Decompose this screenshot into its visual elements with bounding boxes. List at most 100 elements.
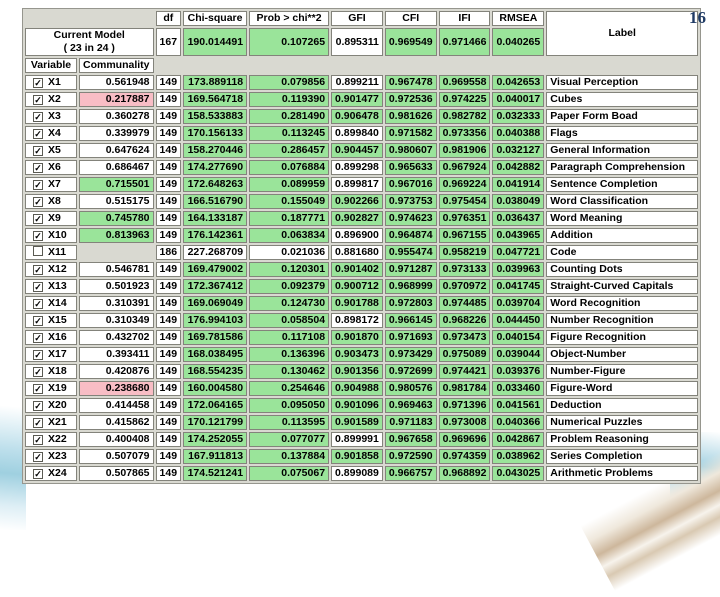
table-row: ✓ X12 0.546781 149 169.479002 0.120301 0.90140… xyxy=(25,262,699,277)
label-cell: Paper Form Boad xyxy=(546,109,699,124)
col-header-gfi: GFI xyxy=(331,11,383,26)
ifi-cell: 0.975454 xyxy=(438,194,491,209)
row-checkbox-checked-icon[interactable]: ✓ xyxy=(33,282,43,292)
row-checkbox-checked-icon[interactable]: ✓ xyxy=(33,384,43,394)
row-checkbox-checked-icon[interactable]: ✓ xyxy=(33,367,43,377)
row-checkbox-checked-icon[interactable]: ✓ xyxy=(33,231,43,241)
ifi-cell: 0.981784 xyxy=(438,381,491,396)
page-number: 16 xyxy=(689,8,706,27)
gfi-cell: 0.904988 xyxy=(331,381,383,396)
row-checkbox-checked-icon[interactable]: ✓ xyxy=(33,435,43,445)
label-cell: Word Classification xyxy=(546,194,699,209)
row-checkbox-checked-icon[interactable]: ✓ xyxy=(33,452,43,462)
cfi-cell: 0.964874 xyxy=(384,228,437,243)
variable-label: X15 xyxy=(48,314,67,326)
col-header-variable: Variable xyxy=(25,58,77,73)
variable-cell: ✓ X14 xyxy=(25,296,77,311)
table-body: ✓ X1 0.561948 149 173.889118 0.079856 0.899211… xyxy=(25,75,699,481)
row-checkbox-checked-icon[interactable]: ✓ xyxy=(33,265,43,275)
ifi-cell: 0.971396 xyxy=(438,398,491,413)
communality-cell: 0.745780 xyxy=(79,211,154,226)
table-row: ✓ X13 0.501923 149 172.367412 0.092379 0.90071… xyxy=(25,279,699,294)
rmsea-cell: 0.041914 xyxy=(492,177,545,192)
df-cell: 149 xyxy=(155,296,182,311)
prob-cell: 0.063834 xyxy=(249,228,330,243)
label-cell: Series Completion xyxy=(546,449,699,464)
prob-cell: 0.113595 xyxy=(249,415,330,430)
gfi-cell: 0.899211 xyxy=(331,75,383,90)
chi-square-cell: 174.277690 xyxy=(183,160,248,175)
row-checkbox-checked-icon[interactable]: ✓ xyxy=(33,316,43,326)
gfi-cell: 0.899817 xyxy=(331,177,383,192)
col-header-communality: Communality xyxy=(79,58,154,73)
row-checkbox-checked-icon[interactable]: ✓ xyxy=(33,418,43,428)
ifi-cell: 0.968892 xyxy=(438,466,491,481)
prob-cell: 0.130462 xyxy=(249,364,330,379)
cfi-cell: 0.955474 xyxy=(384,245,437,260)
cfi-cell: 0.967016 xyxy=(384,177,437,192)
row-checkbox-checked-icon[interactable]: ✓ xyxy=(33,197,43,207)
cfi-cell: 0.971287 xyxy=(384,262,437,277)
gfi-cell: 0.899991 xyxy=(331,432,383,447)
label-cell: Arithmetic Problems xyxy=(546,466,699,481)
label-cell: Figure Recognition xyxy=(546,330,699,345)
variable-cell: ✓ X15 xyxy=(25,313,77,328)
communality-cell: 0.507865 xyxy=(79,466,154,481)
rmsea-cell: 0.036437 xyxy=(492,211,545,226)
variable-label: X11 xyxy=(48,246,67,258)
row-checkbox-unchecked-icon[interactable] xyxy=(33,246,43,256)
row-checkbox-checked-icon[interactable]: ✓ xyxy=(33,95,43,105)
df-cell: 149 xyxy=(155,177,182,192)
row-checkbox-checked-icon[interactable]: ✓ xyxy=(33,112,43,122)
sub-header-row: Variable Communality xyxy=(25,58,698,73)
variable-cell: ✓ X7 xyxy=(25,177,77,192)
rmsea-cell: 0.040017 xyxy=(492,92,545,107)
communality-cell: 0.432702 xyxy=(79,330,154,345)
ifi-cell: 0.974225 xyxy=(438,92,491,107)
label-cell: Number-Figure xyxy=(546,364,699,379)
current-model-rmsea: 0.040265 xyxy=(492,28,545,56)
row-checkbox-checked-icon[interactable]: ✓ xyxy=(33,469,43,479)
chi-square-cell: 164.133187 xyxy=(183,211,248,226)
ifi-cell: 0.970972 xyxy=(438,279,491,294)
row-checkbox-checked-icon[interactable]: ✓ xyxy=(33,163,43,173)
ifi-cell: 0.974485 xyxy=(438,296,491,311)
communality-cell: 0.515175 xyxy=(79,194,154,209)
row-checkbox-checked-icon[interactable]: ✓ xyxy=(33,299,43,309)
ifi-cell: 0.973356 xyxy=(438,126,491,141)
label-cell: Cubes xyxy=(546,92,699,107)
df-cell: 149 xyxy=(155,347,182,362)
gfi-cell: 0.899298 xyxy=(331,160,383,175)
chi-square-cell: 173.889118 xyxy=(183,75,248,90)
rmsea-cell: 0.038049 xyxy=(492,194,545,209)
gfi-cell: 0.902827 xyxy=(331,211,383,226)
row-checkbox-checked-icon[interactable]: ✓ xyxy=(33,350,43,360)
current-model-df: 167 xyxy=(155,28,182,56)
row-checkbox-checked-icon[interactable]: ✓ xyxy=(33,180,43,190)
rmsea-cell: 0.042882 xyxy=(492,160,545,175)
row-checkbox-checked-icon[interactable]: ✓ xyxy=(33,129,43,139)
rmsea-cell: 0.041745 xyxy=(492,279,545,294)
gfi-cell: 0.900712 xyxy=(331,279,383,294)
ifi-cell: 0.974421 xyxy=(438,364,491,379)
variable-label: X5 xyxy=(48,144,61,156)
gfi-cell: 0.899840 xyxy=(331,126,383,141)
row-checkbox-checked-icon[interactable]: ✓ xyxy=(33,146,43,156)
prob-cell: 0.187771 xyxy=(249,211,330,226)
ifi-cell: 0.981906 xyxy=(438,143,491,158)
chi-square-cell: 176.142361 xyxy=(183,228,248,243)
chi-square-cell: 174.521241 xyxy=(183,466,248,481)
gfi-cell: 0.881680 xyxy=(331,245,383,260)
variable-label: X7 xyxy=(48,178,61,190)
prob-cell: 0.092379 xyxy=(249,279,330,294)
table-row: ✓ X15 0.310349 149 176.994103 0.058504 0.89817… xyxy=(25,313,699,328)
row-checkbox-checked-icon[interactable]: ✓ xyxy=(33,333,43,343)
df-cell: 149 xyxy=(155,364,182,379)
row-checkbox-checked-icon[interactable]: ✓ xyxy=(33,214,43,224)
row-checkbox-checked-icon[interactable]: ✓ xyxy=(33,78,43,88)
col-header-rmsea: RMSEA xyxy=(492,11,545,26)
table-row: ✓ X7 0.715501 149 172.648263 0.089959 0.899817… xyxy=(25,177,699,192)
row-checkbox-checked-icon[interactable]: ✓ xyxy=(33,401,43,411)
cfi-cell: 0.967478 xyxy=(384,75,437,90)
communality-cell: 0.715501 xyxy=(79,177,154,192)
